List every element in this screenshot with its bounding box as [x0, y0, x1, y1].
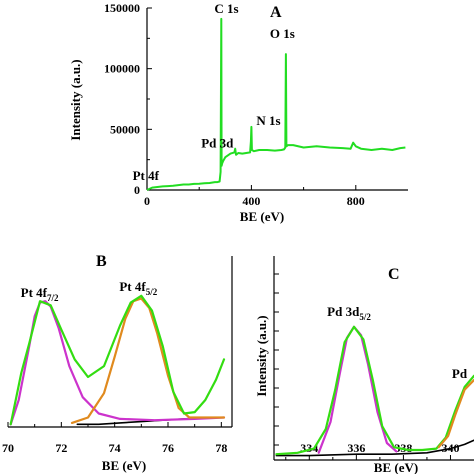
panel-b-letter: B: [96, 253, 107, 270]
panel-a-survey: A Intensity (a.u.) BE (eV) 0 400 800 0 50000…: [68, 1, 408, 224]
panel-b-x-label: BE (eV): [102, 458, 146, 473]
panel-b-x-tick-label: 76: [162, 441, 174, 455]
panel-c-x-label: BE (eV): [374, 460, 418, 474]
panel-c-letter: C: [388, 266, 400, 283]
panel-a-peak-label: Pt 4f: [133, 168, 160, 183]
panel-c-series-line: [317, 325, 398, 454]
panel-a-letter: A: [270, 4, 282, 21]
panel-b-peak-label: Pt 4f5/2: [119, 279, 157, 297]
panel-a-x-tick-label: 0: [144, 194, 150, 208]
panel-a-peak-label: N 1s: [256, 113, 280, 128]
panel-a-x-label: BE (eV): [240, 209, 284, 224]
panel-a-peak-label: O 1s: [270, 26, 295, 41]
panel-a-y-tick-label: 0: [134, 183, 140, 197]
panel-a-x-tick-label: 400: [242, 194, 260, 208]
panel-a-y-tick-label: 50000: [110, 122, 140, 136]
panel-a-y-tick-label: 150000: [104, 1, 140, 15]
panel-a-y-tick-label: 100000: [104, 62, 140, 76]
panel-a-survey-line: [146, 17, 406, 191]
panel-b-peak-label-subscript: 5/2: [146, 287, 158, 297]
panel-c-peak-label-subscript: 5/2: [359, 312, 371, 322]
panel-b-x-tick-label: 70: [2, 441, 14, 455]
panel-c-peak-label: Pd 3d5/2: [327, 304, 371, 322]
panel-c-series-line: [275, 325, 474, 456]
panel-b-x-tick-label: 72: [55, 441, 67, 455]
panel-a-peak-label: C 1s: [214, 1, 238, 16]
panel-a-y-label: Intensity (a.u.): [68, 59, 83, 140]
panel-c-x-tick-label: 336: [347, 441, 365, 455]
panel-b-series-line: [9, 294, 226, 426]
panel-c-y-label: Intensity (a.u.): [254, 315, 269, 396]
panel-b-x-tick-label: 78: [215, 441, 227, 455]
panel-c-peak-label: Pd: [452, 366, 468, 381]
panel-b-pt4f: B BE (eV) 70 72 74 76 78 Pt 4f7/2Pt 4f5/2: [2, 253, 233, 473]
panel-c-series-line: [275, 439, 474, 457]
panel-b-peak-label-subscript: 7/2: [47, 293, 59, 303]
panel-c-series-line: [437, 378, 474, 449]
panel-b-x-tick-label: 74: [109, 441, 121, 455]
panel-a-x-tick-label: 800: [347, 194, 365, 208]
panel-b-series-line: [9, 300, 226, 426]
panel-c-pd3d: C Intensity (a.u.) BE (eV) 334 336 338 340 …: [254, 256, 474, 474]
panel-a-peak-label: Pd 3d: [201, 136, 234, 151]
